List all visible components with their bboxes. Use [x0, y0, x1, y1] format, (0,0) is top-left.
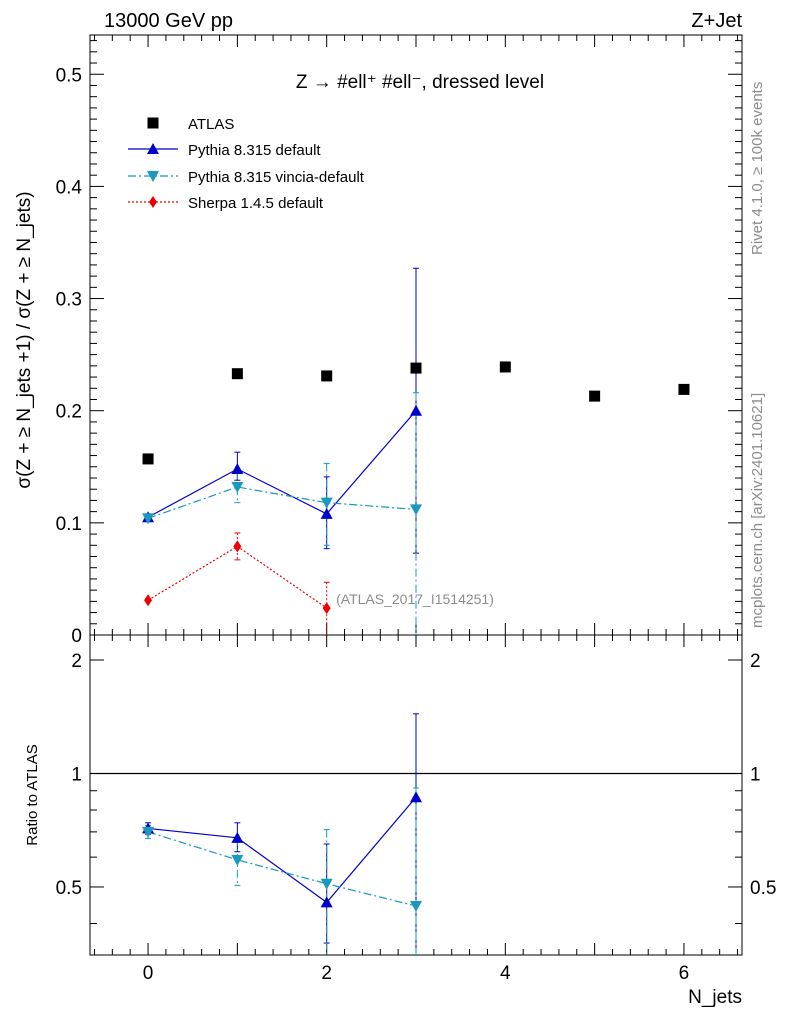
main-point-py_vincia — [320, 497, 333, 509]
main-line-sherpa — [147, 545, 328, 609]
legend-marker-py_vincia — [147, 171, 159, 182]
main-line-py_vincia — [147, 486, 417, 519]
ratio-y-tick-label: 0.5 — [56, 878, 82, 899]
ratio-point-py_vincia — [320, 878, 333, 890]
main-point-data — [142, 453, 154, 465]
main-point-py_vincia — [231, 481, 244, 493]
legend-marker-py_default — [147, 143, 159, 154]
ratio-y-tick-label-right: 1 — [750, 764, 761, 785]
ratio-y-tick-label: 2 — [71, 651, 82, 672]
legend-label-atlas: ATLAS — [188, 116, 234, 133]
y-tick-label: 0.3 — [56, 290, 82, 311]
main-point-data — [499, 361, 511, 373]
main-point-data — [231, 368, 243, 380]
ratio-y-tick-label-right: 2 — [750, 651, 761, 672]
analysis-label: (ATLAS_2017_I1514251) — [336, 591, 494, 607]
x-tick-label: 2 — [321, 963, 332, 984]
ratio-point-py_vincia — [142, 826, 155, 838]
main-point-sherpa — [322, 602, 331, 615]
y-axis-label-main: σ(Z + ≥ N_jets +1) / σ(Z + ≥ N_jets) — [14, 191, 35, 488]
main-point-data — [589, 390, 601, 402]
main-point-sherpa — [144, 594, 153, 607]
plot-title: Z → #ell⁺ #ell⁻, dressed level — [296, 72, 544, 93]
x-tick-label: 4 — [500, 963, 511, 984]
main-point-py_default — [410, 404, 422, 416]
ratio-point-py_vincia — [231, 854, 244, 866]
main-point-data — [321, 370, 333, 382]
main-point-sherpa — [233, 540, 242, 553]
x-tick-label: 6 — [679, 963, 690, 984]
main-point-data — [678, 383, 690, 395]
main-point-py_default — [320, 507, 333, 519]
ratio-point-py_default — [410, 791, 422, 803]
ratio-y-tick-label: 1 — [71, 764, 82, 785]
y-axis-label-ratio: Ratio to ATLAS — [24, 744, 41, 845]
ratio-y-tick-label-right: 0.5 — [750, 878, 776, 899]
legend-marker-data — [147, 117, 159, 129]
header-right: Z+Jet — [691, 10, 742, 32]
rivet-label: Rivet 4.1.0, ≥ 100k events — [749, 82, 766, 255]
y-tick-label: 0.2 — [56, 402, 82, 423]
legend-label-pythia-vincia: Pythia 8.315 vincia-default — [188, 169, 365, 186]
ratio-point-py_default — [231, 831, 244, 843]
main-point-py_default — [231, 463, 244, 475]
legend-label-pythia-default: Pythia 8.315 default — [188, 142, 321, 159]
ratio-point-py_vincia — [410, 901, 422, 913]
ratio-line-py_default — [147, 796, 417, 904]
x-tick-label: 0 — [143, 963, 154, 984]
main-point-py_vincia — [410, 504, 422, 516]
main-point-data — [410, 362, 422, 374]
ratio-line-py_vincia — [147, 831, 417, 907]
legend-marker-sherpa — [149, 196, 157, 208]
ratio-point-py_default — [320, 896, 333, 908]
y-tick-label: 0.1 — [56, 514, 82, 535]
main-point-py_vincia — [142, 513, 155, 525]
mcplots-label: mcplots.cern.ch [arXiv:2401.10621] — [749, 393, 766, 628]
y-tick-label: 0.5 — [56, 65, 82, 86]
header-left: 13000 GeV pp — [104, 10, 233, 32]
y-tick-label: 0 — [71, 626, 82, 647]
legend-label-sherpa: Sherpa 1.4.5 default — [188, 195, 324, 212]
x-axis-label: N_jets — [688, 987, 742, 1008]
legend: ATLAS Pythia 8.315 default Pythia 8.315 … — [128, 116, 365, 212]
main-line-py_default — [147, 410, 417, 518]
y-tick-label: 0.4 — [56, 177, 83, 198]
